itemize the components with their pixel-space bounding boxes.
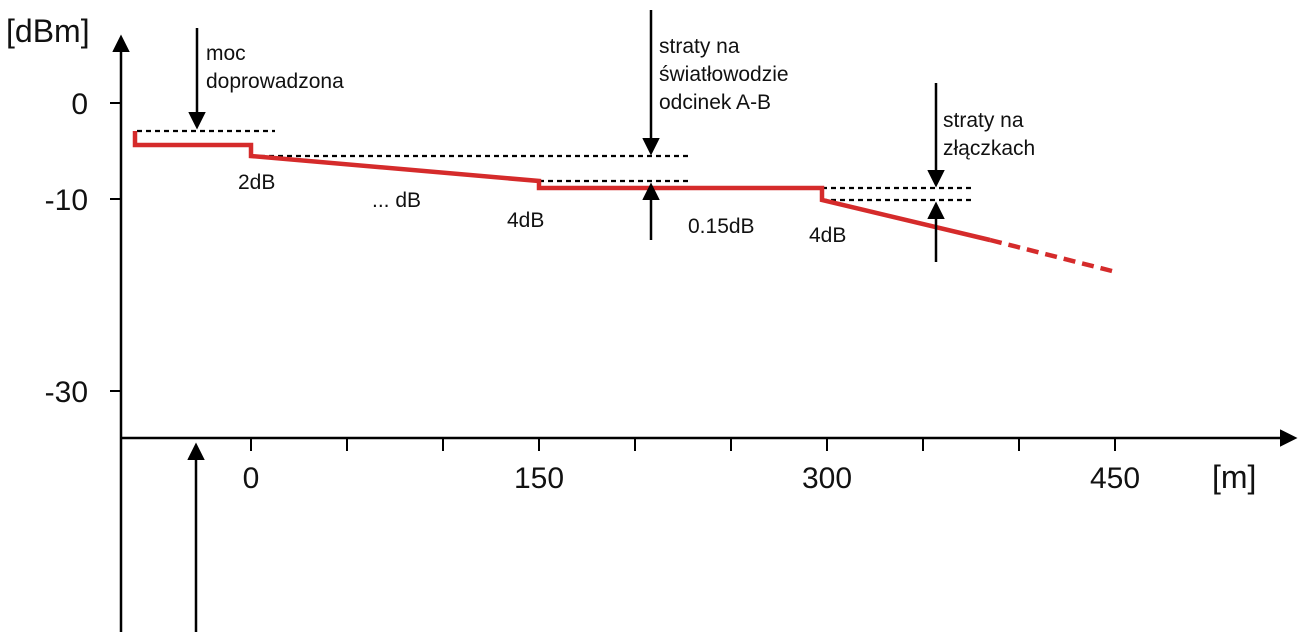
flat-loss-label: 0.15dB [688,215,755,238]
y-tick-label: -10 [45,184,88,217]
step3-loss-label: 4dB [809,224,846,247]
fiber-slope-loss-label: ... dB [372,189,421,212]
x-tick-label: 300 [802,462,852,495]
x-tick-label: 0 [243,462,260,495]
attenuation-trace [132,131,991,243]
input-power-line1: moc [206,42,246,65]
attenuation-trace-dashed [989,237,1113,274]
fiber-loss-line3: odcinek A-B [659,91,771,114]
x-ticks [250,438,1116,451]
y-tick-label: -30 [45,376,88,409]
step2-loss-label: 4dB [507,209,544,232]
fiber-loss-line2: światłowodzie [659,63,789,86]
x-tick-label: 150 [514,462,564,495]
connector-loss-line1: straty na [943,109,1024,132]
input-power-label: moc doprowadzona [206,42,344,93]
fiber-loss-label: straty na światłowodzie odcinek A-B [659,35,794,114]
x-tick-label: 450 [1090,462,1140,495]
step1-loss-label: 2dB [238,171,275,194]
connector-loss-label: straty na złączkach [943,109,1035,160]
connector-loss-line2: złączkach [943,137,1035,160]
input-power-line2: doprowadzona [206,70,344,93]
fiber-loss-line1: straty na [659,35,740,58]
y-axis-unit: [dBm] [6,13,90,49]
y-tick-label: 0 [71,88,88,121]
x-axis-unit: [m] [1212,459,1256,495]
